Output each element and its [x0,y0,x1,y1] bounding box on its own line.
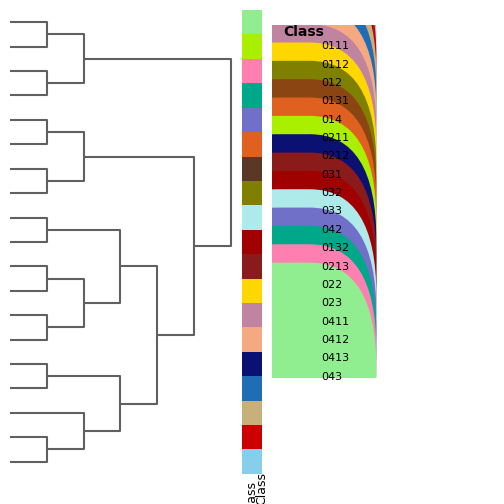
Bar [242,157,262,181]
Text: 0112: 0112 [321,59,349,70]
Bar [242,83,262,108]
Text: 043: 043 [321,371,342,382]
Text: Class: Class [256,472,269,504]
FancyBboxPatch shape [210,42,376,271]
Text: 012: 012 [321,78,342,88]
FancyBboxPatch shape [210,171,376,400]
FancyBboxPatch shape [210,153,376,381]
FancyBboxPatch shape [210,6,376,234]
Text: Class: Class [245,481,259,504]
Text: Class: Class [283,25,324,39]
Text: 0213: 0213 [321,262,349,272]
FancyBboxPatch shape [210,98,376,326]
Bar [242,279,262,303]
FancyBboxPatch shape [210,226,376,455]
FancyBboxPatch shape [210,79,376,308]
Bar [242,327,262,352]
Text: 0413: 0413 [321,353,349,363]
Bar [242,254,262,279]
FancyBboxPatch shape [210,0,376,198]
Text: 0131: 0131 [321,96,349,106]
Text: 0111: 0111 [321,41,349,51]
Bar [242,352,262,376]
FancyBboxPatch shape [210,263,376,491]
FancyBboxPatch shape [210,24,376,253]
Text: 0132: 0132 [321,243,349,253]
FancyBboxPatch shape [210,61,376,289]
Text: 031: 031 [321,170,342,180]
Bar [242,34,262,59]
Text: 0412: 0412 [321,335,349,345]
FancyBboxPatch shape [210,116,376,345]
Text: 014: 014 [321,115,342,125]
Text: 032: 032 [321,188,342,198]
FancyBboxPatch shape [210,134,376,363]
Text: 022: 022 [321,280,342,290]
FancyBboxPatch shape [210,0,376,161]
Text: 042: 042 [321,225,342,235]
FancyBboxPatch shape [210,190,376,418]
Bar [242,303,262,327]
Bar [242,230,262,254]
Bar [242,401,262,425]
Bar [242,10,262,34]
Bar [242,132,262,157]
FancyBboxPatch shape [210,244,376,473]
Bar [242,425,262,450]
Text: 0212: 0212 [321,151,349,161]
Bar [242,59,262,83]
Bar [242,108,262,132]
Bar [242,450,262,474]
Text: 0411: 0411 [321,317,349,327]
FancyBboxPatch shape [210,0,376,216]
Text: 0211: 0211 [321,133,349,143]
FancyBboxPatch shape [210,208,376,436]
Bar [242,205,262,230]
Text: 023: 023 [321,298,342,308]
FancyBboxPatch shape [210,0,376,179]
Text: 033: 033 [321,207,342,217]
Bar [242,181,262,205]
Bar [242,376,262,401]
